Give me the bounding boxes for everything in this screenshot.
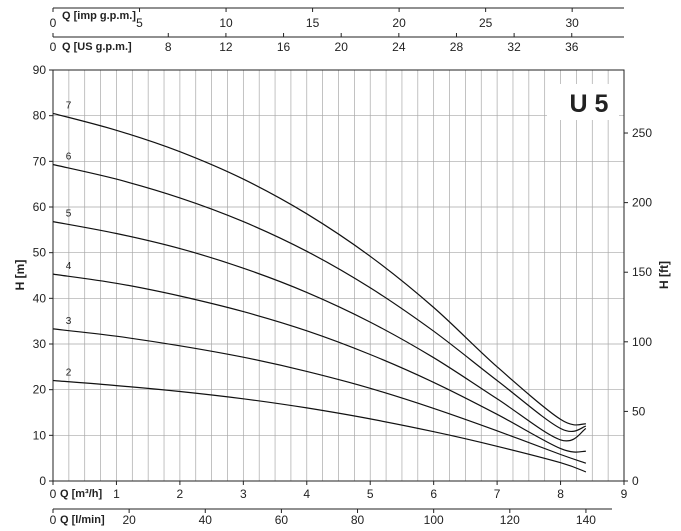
x-impgpm-tick-label: 20 — [392, 16, 406, 30]
x-tick-label: 7 — [494, 487, 501, 501]
x-tick-label: 2 — [177, 487, 184, 501]
x-impgpm-tick-label: 15 — [306, 16, 320, 30]
y-label-left: H [m] — [13, 260, 27, 291]
y-ft-tick-label: 50 — [632, 404, 646, 418]
series-curve-6 — [52, 163, 587, 433]
y-tick-label: 50 — [33, 246, 47, 260]
x-usgpm-tick-label: 36 — [565, 40, 579, 54]
y-tick-label: 90 — [33, 63, 47, 77]
y-ft-tick-label: 0 — [632, 474, 639, 488]
x-label-m3h: Q [m³/h] — [60, 488, 102, 500]
y-ft-tick-label: 200 — [632, 196, 652, 210]
x-label-usgpm: Q [US g.p.m.] — [62, 41, 132, 53]
y-tick-label: 60 — [33, 200, 47, 214]
y-tick-label: 20 — [33, 383, 47, 397]
x-usgpm-tick-label: 28 — [450, 40, 464, 54]
y-tick-label: 0 — [39, 474, 46, 488]
x-tick-label: 4 — [303, 487, 310, 501]
x-impgpm-tick-label: 25 — [479, 16, 493, 30]
series-label-5: 5 — [66, 209, 72, 220]
x-lmin-tick-label: 0 — [50, 513, 57, 527]
x-tick-label: 0 — [50, 487, 57, 501]
x-lmin-tick-label: 40 — [199, 513, 213, 527]
series-curve-2 — [52, 379, 587, 473]
x-impgpm-tick-label: 10 — [219, 16, 233, 30]
model-label-box — [547, 84, 619, 120]
y-tick-label: 10 — [33, 428, 47, 442]
x-lmin-tick-label: 120 — [500, 513, 520, 527]
x-usgpm-tick-label: 24 — [392, 40, 406, 54]
x-usgpm-tick-label: 8 — [165, 40, 172, 54]
x-usgpm-tick-label: 0 — [50, 40, 57, 54]
series-curve-4 — [52, 273, 586, 453]
x-lmin-tick-label: 20 — [122, 513, 136, 527]
x-tick-label: 8 — [557, 487, 564, 501]
x-label-impgpm: Q [imp g.p.m.] — [62, 10, 136, 22]
x-usgpm-tick-label: 12 — [219, 40, 233, 54]
x-impgpm-tick-label: 30 — [565, 16, 579, 30]
x-tick-label: 9 — [621, 487, 628, 501]
series-label-3: 3 — [66, 316, 72, 327]
x-lmin-tick-label: 80 — [351, 513, 365, 527]
series-label-7: 7 — [66, 100, 72, 111]
series-curve-3 — [52, 328, 587, 464]
series-label-6: 6 — [66, 152, 72, 163]
x-lmin-tick-label: 100 — [424, 513, 444, 527]
x-usgpm-tick-label: 20 — [335, 40, 349, 54]
y-tick-label: 40 — [33, 291, 47, 305]
y-ft-tick-label: 150 — [632, 265, 652, 279]
y-ft-tick-label: 100 — [632, 335, 652, 349]
y-label-right: H [ft] — [657, 261, 671, 289]
series-curve-7 — [52, 112, 586, 426]
x-tick-label: 5 — [367, 487, 374, 501]
y-tick-label: 80 — [33, 109, 47, 123]
model-label: U 5 — [570, 90, 609, 118]
series-label-2: 2 — [66, 368, 72, 379]
x-lmin-tick-label: 60 — [275, 513, 289, 527]
x-tick-label: 6 — [430, 487, 437, 501]
series-label-4: 4 — [66, 261, 72, 272]
series-curve-5 — [52, 221, 587, 442]
plot-frame — [52, 69, 625, 482]
y-tick-label: 70 — [33, 154, 47, 168]
x-label-lmin: Q [l/min] — [60, 514, 105, 526]
y-ft-tick-label: 250 — [632, 126, 652, 140]
x-usgpm-tick-label: 16 — [277, 40, 291, 54]
x-usgpm-tick-label: 32 — [507, 40, 521, 54]
x-impgpm-tick-label: 0 — [50, 16, 57, 30]
x-tick-label: 1 — [113, 487, 120, 501]
x-tick-label: 3 — [240, 487, 247, 501]
x-impgpm-tick-label: 5 — [136, 16, 143, 30]
y-tick-label: 30 — [33, 337, 47, 351]
x-lmin-tick-label: 140 — [576, 513, 596, 527]
